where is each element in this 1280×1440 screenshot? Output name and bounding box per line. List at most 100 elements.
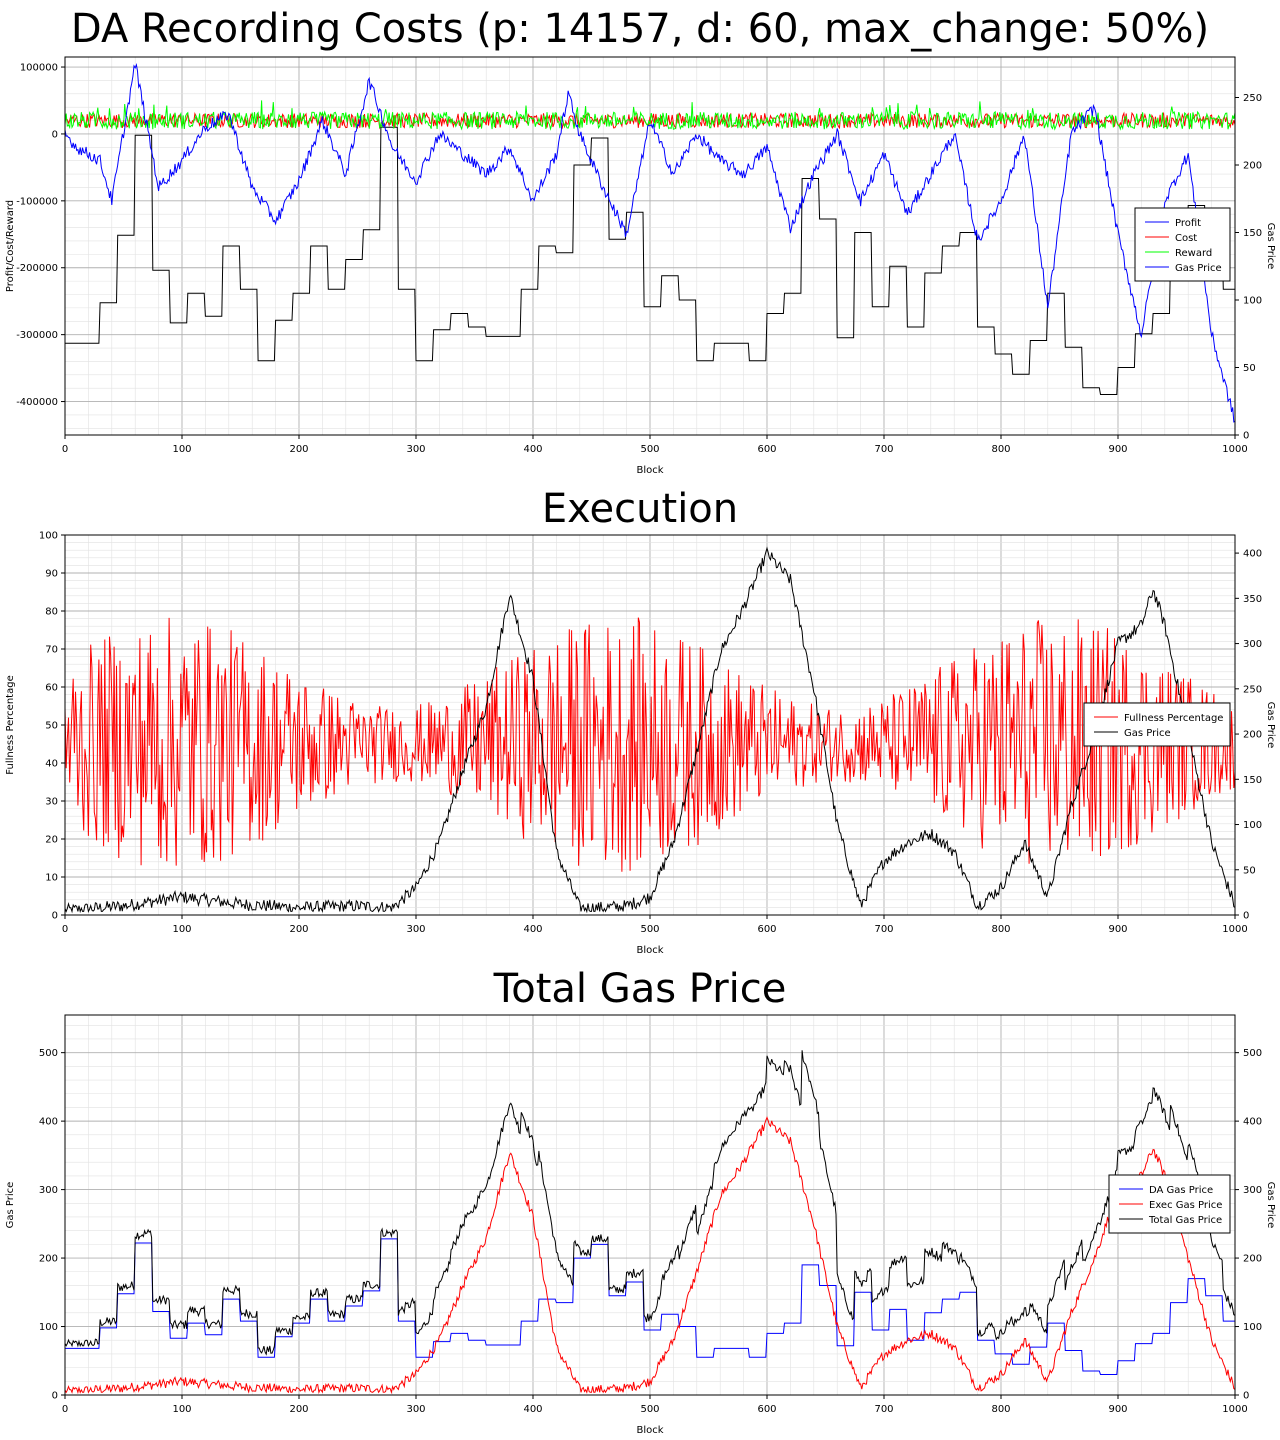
- legend-item-exec-gas-price: Exec Gas Price: [1149, 1200, 1222, 1211]
- x-tick-label: 900: [1108, 444, 1127, 455]
- y-tick-label-right: 0: [1243, 1391, 1249, 1402]
- x-tick-label: 0: [62, 924, 68, 935]
- x-tick-label: 0: [62, 1404, 68, 1415]
- chart-title: Execution: [542, 486, 738, 532]
- y-tick-label-left: 100: [39, 531, 58, 542]
- y-tick-label-left: 500: [39, 1048, 58, 1059]
- y-axis-label-right: Gas Price: [1265, 702, 1276, 749]
- y-tick-label-left: 0: [52, 911, 58, 922]
- x-tick-label: 0: [62, 444, 68, 455]
- x-tick-label: 500: [640, 924, 659, 935]
- x-tick-label: 800: [991, 924, 1010, 935]
- legend-item-gas-price: Gas Price: [1124, 728, 1171, 739]
- x-tick-label: 800: [991, 1404, 1010, 1415]
- x-axis-label: Block: [636, 465, 663, 476]
- y-tick-label-right: 250: [1243, 684, 1262, 695]
- y-tick-label-right: 400: [1243, 1117, 1262, 1128]
- y-tick-label-right: 200: [1243, 730, 1262, 741]
- legend-item-da-gas-price: DA Gas Price: [1149, 1185, 1213, 1196]
- x-tick-label: 100: [172, 1404, 191, 1415]
- y-tick-label-left: 0: [52, 1391, 58, 1402]
- series-gas-price-step: [65, 126, 1235, 395]
- chart-execution: Execution 0 100 200 300 400 500 600 700 800 900 10…: [5, 486, 1276, 956]
- y-tick-label-left: -400000: [16, 397, 58, 408]
- x-tick-label: 200: [289, 924, 308, 935]
- y-axis-label-right: Gas Price: [1265, 223, 1276, 270]
- series-da-gas-price: [65, 1238, 1235, 1375]
- y-tick-label-right: 200: [1243, 1254, 1262, 1265]
- x-tick-label: 1000: [1222, 1404, 1247, 1415]
- y-tick-label-left: 50: [45, 721, 58, 732]
- legend-item-fullness-percentage: Fullness Percentage: [1124, 713, 1223, 724]
- x-tick-label: 300: [406, 444, 425, 455]
- y-axis-label-right: Gas Price: [1265, 1182, 1276, 1229]
- y-axis-label-left: Fullness Percentage: [5, 675, 16, 774]
- y-tick-label-left: 400: [39, 1117, 58, 1128]
- x-tick-label: 800: [991, 444, 1010, 455]
- y-axis-label-left: Profit/Cost/Reward: [5, 200, 16, 292]
- x-tick-label: 200: [289, 444, 308, 455]
- y-tick-label-right: 50: [1243, 363, 1256, 374]
- x-tick-label: 300: [406, 1404, 425, 1415]
- y-tick-label-left: 0: [52, 129, 58, 140]
- x-tick-label: 900: [1108, 924, 1127, 935]
- x-tick-label: 100: [172, 444, 191, 455]
- chart-title: DA Recording Costs (p: 14157, d: 60, max…: [71, 6, 1209, 52]
- x-tick-label: 1000: [1222, 444, 1247, 455]
- y-tick-label-left: 60: [45, 683, 58, 694]
- y-tick-label-right: 500: [1243, 1048, 1262, 1059]
- legend-item-reward: Reward: [1175, 248, 1212, 259]
- y-tick-label-left: -100000: [16, 196, 58, 207]
- series-fullness-percentage: [64, 617, 1236, 872]
- y-tick-label-right: 100: [1243, 820, 1262, 831]
- y-tick-label-right: 0: [1243, 431, 1249, 442]
- y-tick-label-right: 400: [1243, 549, 1262, 560]
- series-profit: [64, 62, 1236, 423]
- x-axis-label: Block: [636, 945, 663, 956]
- x-tick-label: 400: [523, 924, 542, 935]
- y-axis-label-left: Gas Price: [5, 1182, 16, 1229]
- y-tick-label-right: 300: [1243, 639, 1262, 650]
- y-tick-label-right: 100: [1243, 296, 1262, 307]
- y-tick-label-right: 0: [1243, 911, 1249, 922]
- y-tick-label-left: 40: [45, 759, 58, 770]
- y-tick-label-left: 300: [39, 1185, 58, 1196]
- x-tick-label: 700: [874, 1404, 893, 1415]
- x-axis-label: Block: [636, 1425, 663, 1436]
- y-tick-label-left: -200000: [16, 263, 58, 274]
- y-tick-label-right: 100: [1243, 1322, 1262, 1333]
- x-tick-label: 900: [1108, 1404, 1127, 1415]
- x-tick-label: 700: [874, 924, 893, 935]
- series-total-gas-price: [64, 1050, 1236, 1356]
- legend: Fullness Percentage Gas Price: [1083, 702, 1231, 747]
- x-tick-label: 500: [640, 444, 659, 455]
- legend: Profit Cost Reward Gas Price: [1134, 207, 1231, 282]
- y-tick-label-right: 250: [1243, 93, 1262, 104]
- series-cost: [64, 111, 1236, 130]
- x-tick-label: 1000: [1222, 924, 1247, 935]
- y-tick-label-right: 150: [1243, 228, 1262, 239]
- x-tick-label: 500: [640, 1404, 659, 1415]
- y-tick-label-left: 100000: [20, 63, 58, 74]
- legend-item-cost: Cost: [1175, 233, 1197, 244]
- legend-item-total-gas-price: Total Gas Price: [1148, 1215, 1222, 1226]
- x-tick-label: 200: [289, 1404, 308, 1415]
- chart-title: Total Gas Price: [493, 966, 787, 1012]
- series-reward: [64, 100, 1236, 131]
- y-tick-label-left: 80: [45, 607, 58, 618]
- legend-item-gas-price: Gas Price: [1175, 263, 1222, 274]
- y-tick-label-left: 20: [45, 835, 58, 846]
- legend: DA Gas Price Exec Gas Price Total Gas Pr…: [1108, 1174, 1231, 1234]
- y-tick-label-left: 90: [45, 569, 58, 580]
- x-tick-label: 400: [523, 444, 542, 455]
- y-tick-label-right: 350: [1243, 594, 1262, 605]
- x-tick-label: 400: [523, 1404, 542, 1415]
- y-tick-label-left: 10: [45, 873, 58, 884]
- series-exec-gas-price: [64, 546, 1236, 914]
- x-tick-label: 100: [172, 924, 191, 935]
- x-tick-label: 600: [757, 1404, 776, 1415]
- chart-da-recording-costs: DA Recording Costs (p: 14157, d: 60, max…: [5, 6, 1276, 476]
- x-tick-label: 600: [757, 444, 776, 455]
- legend-item-profit: Profit: [1175, 218, 1201, 229]
